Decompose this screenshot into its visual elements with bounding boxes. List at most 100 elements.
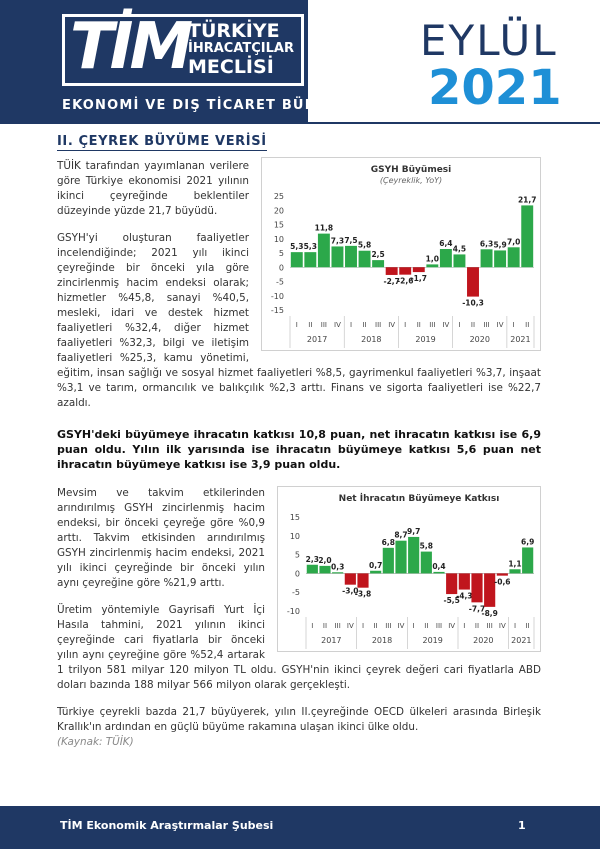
bar — [370, 570, 382, 574]
x-tick-label: IV — [398, 622, 405, 630]
paragraph: TÜİK tarafından yayımlanan verilere göre… — [57, 160, 249, 217]
bar — [439, 249, 452, 268]
page-number: 1 — [518, 819, 526, 832]
x-tick-label: III — [483, 321, 489, 329]
value-label: 8,7 — [394, 531, 407, 540]
bulletin-title: EKONOMİ VE DIŞ TİCARET BÜLTENİ — [62, 98, 351, 113]
year: 2021 — [428, 60, 562, 116]
logo-frame — [62, 14, 304, 86]
x-tick-label: IV — [448, 622, 455, 630]
bar — [332, 572, 344, 574]
header: TİM TÜRKİYE İHRACATÇILAR MECLİSİ EKONOMİ… — [0, 0, 600, 124]
y-tick-label: 25 — [274, 192, 284, 201]
bar — [306, 564, 318, 574]
year-label: 2019 — [422, 636, 442, 645]
x-tick-label: I — [458, 321, 460, 329]
y-tick-label: 20 — [274, 206, 284, 215]
header-panel — [0, 0, 308, 124]
value-label: 5,3 — [290, 242, 303, 251]
bar — [484, 573, 496, 607]
value-label: -2,6 — [397, 277, 413, 286]
y-tick-label: 10 — [290, 532, 300, 541]
bar — [399, 267, 412, 275]
bar — [358, 250, 371, 268]
bar — [433, 571, 445, 574]
value-label: 6,3 — [480, 239, 493, 248]
x-tick-label: II — [323, 622, 327, 630]
value-label: 7,0 — [507, 237, 520, 246]
logo-line: MECLİSİ — [188, 56, 274, 78]
x-tick-label: III — [385, 622, 391, 630]
bar — [480, 249, 493, 268]
month: EYLÜL — [420, 16, 558, 65]
x-tick-label: II — [525, 321, 529, 329]
bar — [395, 540, 407, 574]
year-label: 2017 — [307, 335, 327, 344]
x-tick-label: I — [413, 622, 415, 630]
x-tick-label: II — [417, 321, 421, 329]
y-tick-label: -10 — [271, 292, 284, 301]
bar — [385, 267, 398, 275]
footer: TİM Ekonomik Araştırmalar Şubesi 1 — [0, 806, 600, 849]
x-tick-label: III — [321, 321, 327, 329]
bar — [507, 247, 520, 268]
x-tick-label: II — [526, 622, 530, 630]
year-label: 2018 — [372, 636, 392, 645]
paragraph: GSYH'yi oluşturan faaliyetler incelendiğ… — [57, 232, 541, 409]
x-tick-label: IV — [499, 622, 506, 630]
y-tick-label: 15 — [290, 513, 300, 522]
bar — [467, 267, 479, 297]
x-tick-label: II — [475, 622, 479, 630]
value-label: 2,5 — [371, 250, 384, 259]
bar — [345, 245, 357, 268]
bar — [420, 551, 432, 574]
value-label: 5,8 — [358, 241, 371, 250]
x-tick-label: III — [375, 321, 381, 329]
value-label: 1,0 — [426, 254, 439, 263]
bar — [426, 264, 439, 268]
value-label: -3,0 — [342, 587, 358, 596]
bar — [317, 233, 330, 268]
logo-line: TÜRKİYE — [188, 20, 280, 42]
year-label: 2021 — [511, 636, 531, 645]
value-label: -2,7 — [383, 277, 399, 286]
value-label: 4,5 — [453, 244, 466, 253]
x-tick-label: II — [471, 321, 475, 329]
bar — [446, 573, 458, 595]
x-tick-label: I — [514, 622, 516, 630]
y-tick-label: 5 — [295, 551, 300, 560]
bar — [471, 573, 483, 603]
chart: Net İhracatın Büyümeye Katkısı -10 -5 0 5 10 1… — [277, 486, 541, 652]
x-tick-label: III — [487, 622, 493, 630]
x-tick-label: IV — [347, 622, 354, 630]
value-label: 11,8 — [315, 224, 334, 233]
x-tick-label: I — [311, 622, 313, 630]
bar — [458, 573, 470, 590]
y-tick-label: -10 — [287, 607, 300, 616]
highlight-paragraph: GSYH'deki büyümeye ihracatın katkısı 10,… — [57, 428, 541, 471]
value-label: 1,1 — [508, 559, 521, 568]
value-label: 5,9 — [493, 240, 506, 249]
value-label: -7,7 — [469, 604, 485, 613]
bar — [290, 252, 303, 268]
bar — [331, 246, 344, 268]
value-label: 0,3 — [331, 562, 344, 571]
year-label: 2018 — [361, 335, 381, 344]
x-tick-label: IV — [442, 321, 449, 329]
year-label: 2019 — [415, 335, 435, 344]
bar — [344, 573, 356, 585]
y-tick-label: 0 — [295, 569, 300, 578]
x-tick-label: I — [296, 321, 298, 329]
x-tick-label: III — [436, 622, 442, 630]
content: II. ÇEYREK BÜYÜME VERİSİ GSYH Büyümesi (Ç… — [57, 130, 541, 770]
logo: TİM — [70, 10, 193, 84]
bar — [372, 260, 385, 268]
x-tick-label: I — [463, 622, 465, 630]
x-tick-label: II — [424, 622, 428, 630]
x-tick-label: II — [308, 321, 312, 329]
x-tick-label: I — [513, 321, 515, 329]
paragraph: Üretim yöntemiyle Gayrisafi Yurt İçi Has… — [57, 604, 541, 691]
value-label: 6,9 — [521, 537, 534, 546]
x-tick-label: IV — [388, 321, 395, 329]
